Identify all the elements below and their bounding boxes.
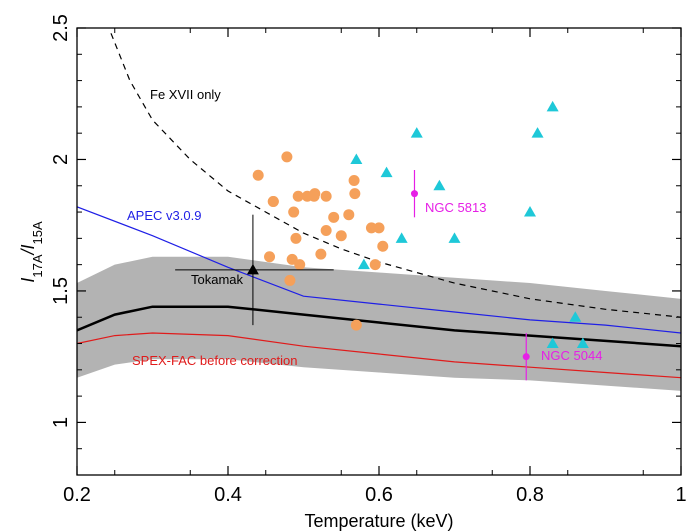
ngc5813-point xyxy=(410,190,418,198)
cyan-triangle-point xyxy=(531,127,544,138)
cyan-triangle-point xyxy=(395,232,408,243)
x-tick-label: 0.2 xyxy=(63,484,91,506)
label-ngc5044: NGC 5044 xyxy=(541,348,602,363)
cyan-triangle-point xyxy=(546,337,559,349)
y-title-den-sub: 15A xyxy=(30,221,45,244)
tokamak-point xyxy=(246,263,259,275)
label-tokamak: Tokamak xyxy=(191,272,244,287)
y-title-sep: /I xyxy=(18,244,38,256)
orange-point xyxy=(315,248,327,260)
annotation-spex-before: SPEX-FAC before correction xyxy=(132,353,297,368)
cyan-triangle-point xyxy=(433,179,446,191)
orange-point xyxy=(281,151,293,163)
orange-point xyxy=(365,222,377,234)
orange-point xyxy=(267,196,279,208)
orange-point xyxy=(290,232,302,244)
axes: 0.2 0.4 0.6 0.8 1 1 1.5 2 2.5 xyxy=(50,14,686,506)
line-spex-fac-corrected xyxy=(77,305,681,348)
orange-point xyxy=(348,175,360,187)
orange-point xyxy=(286,253,298,265)
cyan-triangle-point xyxy=(350,153,363,164)
orange-point xyxy=(343,209,355,221)
y-axis-title: I17A/I15A xyxy=(18,221,45,283)
orange-point xyxy=(264,251,276,263)
orange-point xyxy=(320,190,332,202)
cyan-triangle-point xyxy=(448,232,461,243)
orange-point xyxy=(373,222,385,234)
orange-point xyxy=(369,259,381,271)
y-title-num-sub: 17A xyxy=(30,254,45,277)
orange-point xyxy=(377,240,389,252)
orange-point xyxy=(284,274,296,286)
plot-area xyxy=(77,33,681,391)
orange-point xyxy=(320,224,332,236)
cyan-triangle-point xyxy=(546,100,559,112)
ngc5044-point xyxy=(522,353,530,361)
x-tick-label: 0.8 xyxy=(516,484,544,506)
orange-point xyxy=(252,169,264,181)
y-tick-label: 1 xyxy=(50,417,72,428)
annotation-fe-xvii-only: Fe XVII only xyxy=(150,87,221,102)
cyan-triangle-point xyxy=(524,206,536,217)
cyan-triangle-point xyxy=(357,258,370,270)
y-tick-label: 2.5 xyxy=(50,14,72,42)
cyan-triangle-point xyxy=(569,311,582,322)
orange-point xyxy=(349,188,361,200)
x-tick-label: 1 xyxy=(675,484,686,506)
x-tick-label: 0.4 xyxy=(214,484,242,506)
line-apec xyxy=(77,206,681,334)
y-tick-label: 2 xyxy=(50,154,72,165)
x-axis-title: Temperature (keV) xyxy=(304,511,453,531)
uncertainty-band xyxy=(77,256,681,391)
cyan-triangle-point xyxy=(576,337,589,349)
data-marks xyxy=(175,100,589,381)
orange-point xyxy=(328,211,340,223)
orange-point xyxy=(292,190,304,202)
cyan-triangle-point xyxy=(380,166,393,178)
y-tick-label: 1.5 xyxy=(50,277,72,305)
cyan-triangle-point xyxy=(410,127,423,138)
line-spex-fac-before xyxy=(77,332,681,379)
orange-point xyxy=(288,206,300,218)
label-ngc5813: NGC 5813 xyxy=(425,200,486,215)
orange-point xyxy=(335,230,347,242)
orange-point xyxy=(309,188,321,200)
annotation-apec: APEC v3.0.9 xyxy=(127,208,201,223)
orange-point xyxy=(350,319,362,331)
y-title-main: I xyxy=(18,278,38,283)
x-tick-label: 0.6 xyxy=(365,484,393,506)
line-fe-xvii-only xyxy=(110,33,681,318)
